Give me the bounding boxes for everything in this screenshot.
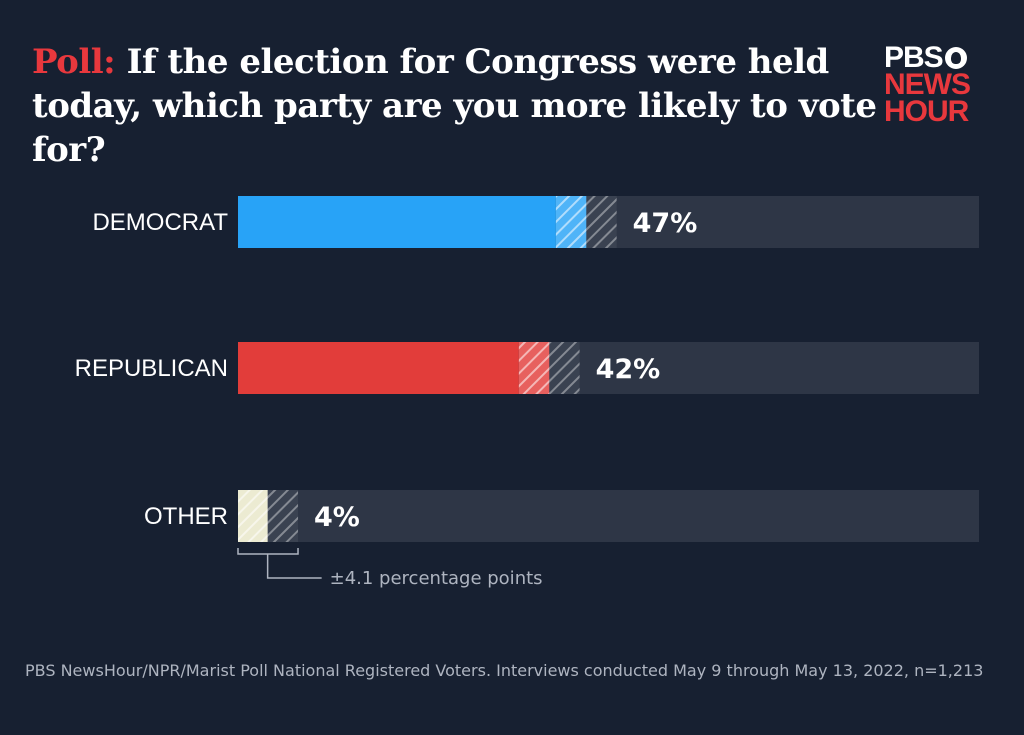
logo-line2: NEWS: [884, 68, 971, 101]
bar-republican: [238, 342, 519, 394]
chart-title: Poll: If the election for Congress were …: [32, 40, 892, 172]
value-label-democrat: 47%: [633, 208, 698, 239]
margin-of-error-bracket: ±4.1 percentage points: [237, 548, 543, 589]
title-lead: Poll:: [32, 42, 116, 82]
title-text: If the election for Congress were held t…: [32, 42, 877, 170]
category-label-other: OTHER: [144, 503, 228, 530]
bar-row-republican: REPUBLICAN 42%: [75, 342, 979, 394]
value-label-other: 4%: [314, 502, 360, 533]
moe-label: ±4.1 percentage points: [330, 568, 543, 589]
value-label-republican: 42%: [596, 354, 661, 385]
bar-moe-lower: [555, 196, 587, 248]
bar-moe-lower: [238, 490, 268, 542]
pbs-head-icon: [944, 46, 967, 69]
logo-line3: HOUR: [884, 95, 969, 128]
bar-track: [238, 490, 979, 542]
moe-bracket-line: [237, 548, 322, 579]
bar-moe-lower: [518, 342, 550, 394]
category-label-republican: REPUBLICAN: [75, 355, 228, 382]
bar-row-other: OTHER 4%: [144, 490, 979, 542]
logo-line1: PBS: [884, 41, 944, 74]
source-footnote: PBS NewsHour/NPR/Marist Poll National Re…: [25, 661, 984, 680]
bar-row-democrat: DEMOCRAT 47%: [92, 196, 979, 248]
pbs-newshour-logo: PBS NEWS HOUR: [884, 41, 994, 128]
bar-moe-upper: [549, 342, 580, 394]
category-label-democrat: DEMOCRAT: [92, 209, 228, 236]
bar-moe-upper: [586, 196, 617, 248]
bar-moe-upper: [267, 490, 299, 542]
bar-democrat: [238, 196, 556, 248]
